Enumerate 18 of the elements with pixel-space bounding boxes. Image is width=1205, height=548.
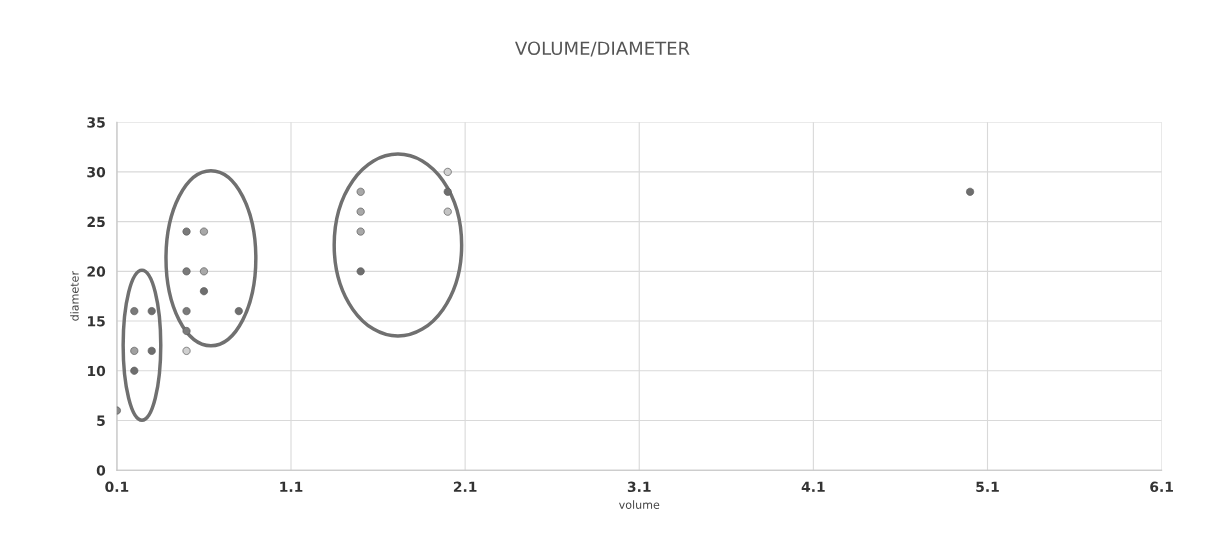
x-axis-title: volume bbox=[619, 500, 660, 509]
y-tick-label: 30 bbox=[87, 166, 106, 178]
y-tick-label: 20 bbox=[87, 266, 106, 277]
chart-title: VOLUME/DIAMETER bbox=[515, 41, 690, 57]
x-tick-label: 2.1 bbox=[453, 481, 477, 492]
x-tick-label: 3.1 bbox=[627, 481, 651, 493]
y-tick-label: 15 bbox=[88, 316, 105, 327]
y-tick-label: 5 bbox=[97, 415, 105, 426]
x-tick-label: 0.1 bbox=[105, 481, 129, 493]
x-tick-label: 6.1 bbox=[1150, 481, 1173, 493]
x-tick-label: 4.1 bbox=[801, 481, 825, 492]
y-tick-label: 25 bbox=[87, 216, 105, 228]
y-axis-title: diameter bbox=[70, 271, 79, 321]
y-tick-label: 0 bbox=[96, 465, 106, 476]
y-tick-label: 35 bbox=[87, 117, 105, 128]
x-tick-label: 1.1 bbox=[280, 481, 303, 492]
y-tick-label: 10 bbox=[88, 365, 106, 377]
x-tick-label: 5.1 bbox=[976, 481, 999, 493]
